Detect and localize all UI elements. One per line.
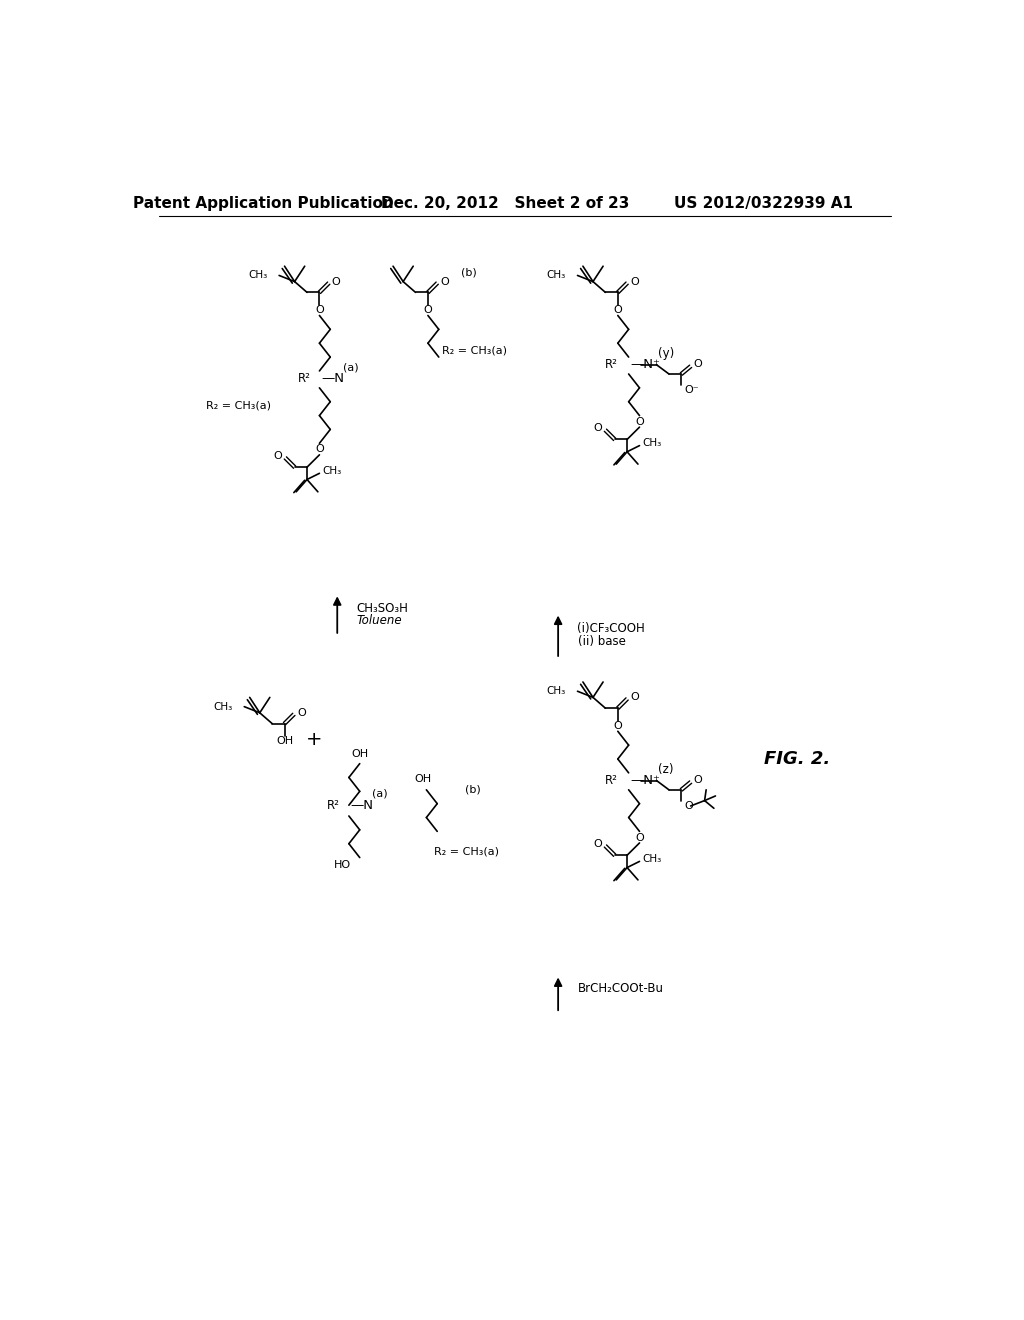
Text: (ii) base: (ii) base <box>578 635 626 648</box>
Text: O: O <box>693 775 701 785</box>
Text: CH₃: CH₃ <box>323 466 342 477</box>
Text: US 2012/0322939 A1: US 2012/0322939 A1 <box>674 195 853 211</box>
Text: O: O <box>693 359 701 370</box>
Text: OH: OH <box>276 737 293 746</box>
Text: CH₃: CH₃ <box>213 702 232 711</box>
Text: Toluene: Toluene <box>356 614 402 627</box>
Text: O: O <box>440 277 450 286</box>
Text: HO: HO <box>334 861 351 870</box>
Text: —N: —N <box>321 372 344 385</box>
Text: O: O <box>297 708 306 718</box>
Text: CH₃: CH₃ <box>643 854 662 865</box>
Text: CH₃: CH₃ <box>643 438 662 449</box>
Text: —N⁺: —N⁺ <box>630 774 660 787</box>
Text: (z): (z) <box>658 763 674 776</box>
Text: R₂ = CH₃(a): R₂ = CH₃(a) <box>434 846 499 857</box>
Text: (y): (y) <box>658 347 675 360</box>
Text: CH₃: CH₃ <box>248 271 267 280</box>
Text: Dec. 20, 2012   Sheet 2 of 23: Dec. 20, 2012 Sheet 2 of 23 <box>381 195 630 211</box>
Text: R²: R² <box>605 774 618 787</box>
Text: O: O <box>594 422 602 433</box>
Text: O: O <box>332 277 341 286</box>
Text: (i)CF₃COOH: (i)CF₃COOH <box>578 622 645 635</box>
Text: (b): (b) <box>465 785 481 795</box>
Text: R²: R² <box>605 358 618 371</box>
Text: O: O <box>613 305 623 315</box>
Text: O: O <box>635 833 644 842</box>
Text: R₂ = CH₃(a): R₂ = CH₃(a) <box>206 400 270 411</box>
Text: FIG. 2.: FIG. 2. <box>764 750 829 768</box>
Text: BrCH₂COOt-Bu: BrCH₂COOt-Bu <box>578 982 664 995</box>
Text: O: O <box>315 305 324 315</box>
Text: CH₃SO₃H: CH₃SO₃H <box>356 602 409 615</box>
Text: OH: OH <box>414 774 431 784</box>
Text: (b): (b) <box>461 268 477 277</box>
Text: —N: —N <box>350 799 374 812</box>
Text: R₂ = CH₃(a): R₂ = CH₃(a) <box>442 346 507 356</box>
Text: O: O <box>594 838 602 849</box>
Text: CH₃: CH₃ <box>547 271 566 280</box>
Text: Patent Application Publication: Patent Application Publication <box>133 195 394 211</box>
Text: (a): (a) <box>372 788 388 799</box>
Text: O: O <box>635 417 644 426</box>
Text: OH: OH <box>351 750 369 759</box>
Text: O: O <box>273 450 283 461</box>
Text: CH₃: CH₃ <box>547 686 566 696</box>
Text: O⁻: O⁻ <box>684 385 699 395</box>
Text: O: O <box>630 693 639 702</box>
Text: R²: R² <box>298 372 310 385</box>
Text: O: O <box>630 277 639 286</box>
Text: R²: R² <box>327 799 340 812</box>
Text: O: O <box>684 801 693 810</box>
Text: (a): (a) <box>343 362 358 372</box>
Text: O: O <box>424 305 432 315</box>
Text: —N⁺: —N⁺ <box>630 358 660 371</box>
Text: O: O <box>613 721 623 731</box>
Text: +: + <box>306 730 323 750</box>
Text: O: O <box>315 445 324 454</box>
